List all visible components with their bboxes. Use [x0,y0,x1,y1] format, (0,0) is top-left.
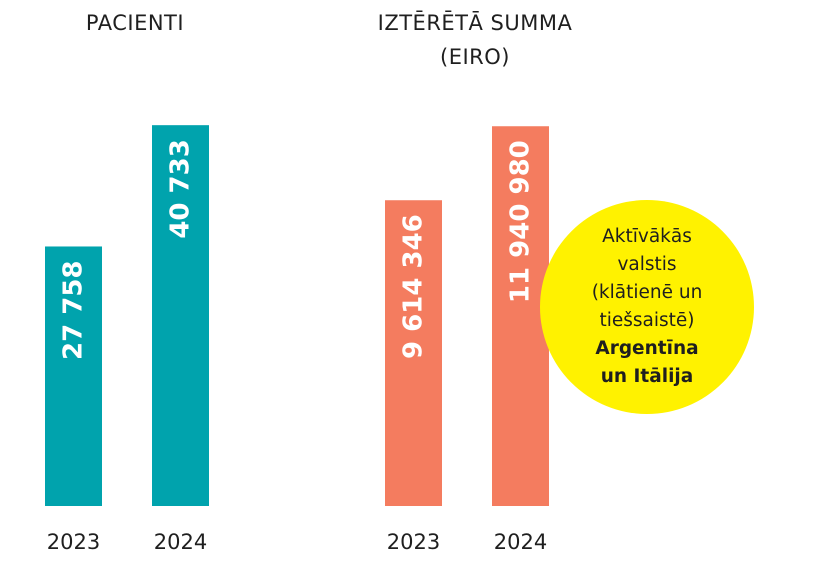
x-tick-label: 2024 [494,530,547,554]
chart-title-spent-amount: IZTĒRĒTĀ SUMMA (EIRO) [340,6,610,74]
active-countries-callout: Aktīvākās valstis (klātienē un tiešsaist… [540,200,754,414]
bar-patients-2023 [45,246,102,506]
callout-countries: un Itālija [600,366,694,387]
bar-value-label: 9 614 346 [399,214,429,359]
bar-value-label: 40 733 [166,139,196,239]
callout-line: valstis [617,254,677,275]
callout-line: (klātienē un [591,282,703,303]
bar-value-label: 11 940 980 [506,140,536,303]
bar-patients-2024 [152,125,209,506]
callout-line: tiešsaistē) [599,310,695,331]
chart-title-spent-line-2: (EIRO) [440,45,510,69]
x-tick-label: 2024 [154,530,207,554]
chart-title-spent-line-1: IZTĒRĒTĀ SUMMA [377,11,573,35]
callout-line: Aktīvākās [602,226,692,247]
bar-value-label: 27 758 [59,260,89,360]
x-tick-label: 2023 [47,530,100,554]
bar-spent-2023 [385,200,442,506]
x-tick-label: 2023 [387,530,440,554]
callout-countries: Argentīna [595,338,699,359]
bar-spent-2024 [492,126,549,507]
chart-title-patients: PACIENTI [85,11,185,35]
